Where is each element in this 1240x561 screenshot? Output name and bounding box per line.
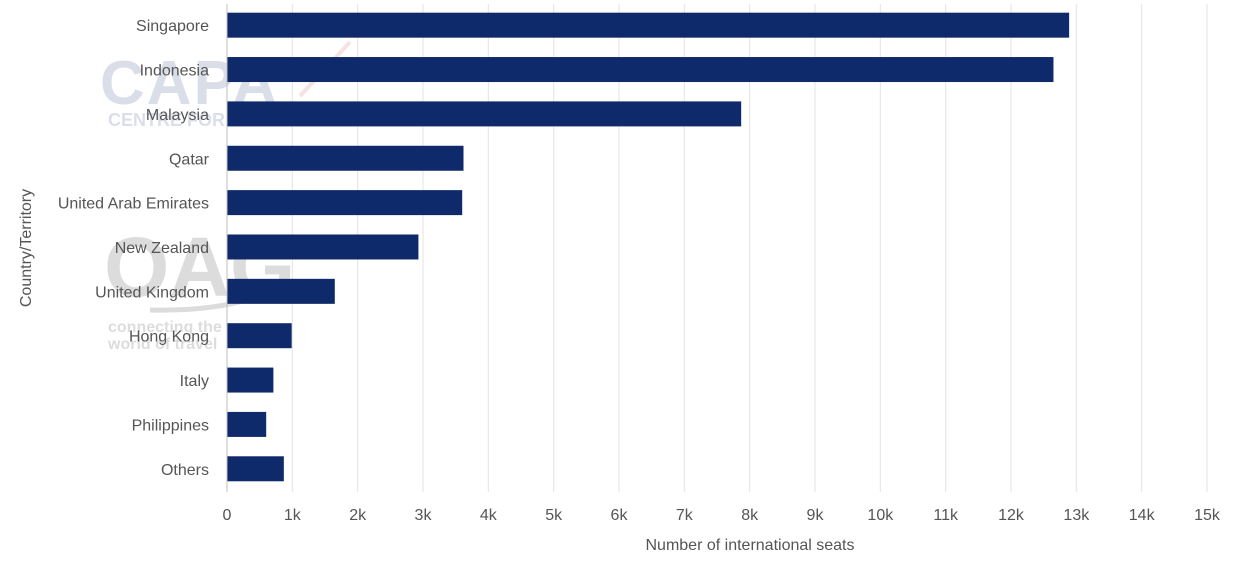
x-tick-label: 15k xyxy=(1194,507,1221,524)
x-axis-title: Number of international seats xyxy=(646,537,855,554)
grid-lines xyxy=(291,4,1208,492)
bar xyxy=(227,456,284,482)
y-axis-title: Country/Territory xyxy=(18,189,35,307)
x-tick-label: 13k xyxy=(1063,507,1090,524)
x-tick-label: 6k xyxy=(611,507,629,524)
x-tick-label: 7k xyxy=(676,507,694,524)
category-label: United Kingdom xyxy=(95,284,209,301)
category-label: Malaysia xyxy=(146,107,209,124)
x-tick-label: 3k xyxy=(415,507,433,524)
category-labels: Singapore Indonesia Malaysia Qatar United Ar… xyxy=(58,18,210,479)
x-tick-label: 8k xyxy=(741,507,759,524)
oag-tagline-2: world of travel xyxy=(107,336,217,353)
category-label: Philippines xyxy=(132,417,209,434)
x-tick-label: 4k xyxy=(480,507,498,524)
bar xyxy=(227,12,1070,38)
category-label: United Arab Emirates xyxy=(58,196,209,213)
category-label: Hong Kong xyxy=(129,329,209,346)
category-label: Italy xyxy=(180,373,209,390)
x-tick-label: 11k xyxy=(933,507,959,524)
capa-sub-text: CENTRE FOR AVIATION xyxy=(108,110,313,130)
category-label: New Zealand xyxy=(115,240,209,257)
bar xyxy=(227,234,419,260)
bar xyxy=(227,278,335,304)
x-tick-label: 14k xyxy=(1129,507,1156,524)
bar xyxy=(227,101,742,127)
bar xyxy=(227,57,1054,83)
bar xyxy=(227,190,463,216)
x-tick-label: 5k xyxy=(545,507,563,524)
category-label: Singapore xyxy=(136,18,209,35)
x-tick-label: 12k xyxy=(998,507,1025,524)
x-tick-label: 2k xyxy=(349,507,367,524)
x-tick-label: 10k xyxy=(867,507,894,524)
x-tick-labels: 0 1k 2k 3k 4k 5k 6k 7k 8k 9k 10k 11k 12k 13k 14k 15k xyxy=(223,507,1221,524)
category-label: Others xyxy=(161,462,209,479)
x-tick-label: 9k xyxy=(807,507,825,524)
category-label: Indonesia xyxy=(140,63,209,80)
bar xyxy=(227,411,267,437)
x-tick-label: 1k xyxy=(284,507,302,524)
bar xyxy=(227,323,292,349)
category-label: Qatar xyxy=(169,151,210,168)
bar xyxy=(227,145,464,171)
bars xyxy=(227,12,1070,482)
bar xyxy=(227,367,274,393)
x-tick-label: 0 xyxy=(223,507,232,524)
oag-tagline-1: connecting the xyxy=(108,319,222,336)
